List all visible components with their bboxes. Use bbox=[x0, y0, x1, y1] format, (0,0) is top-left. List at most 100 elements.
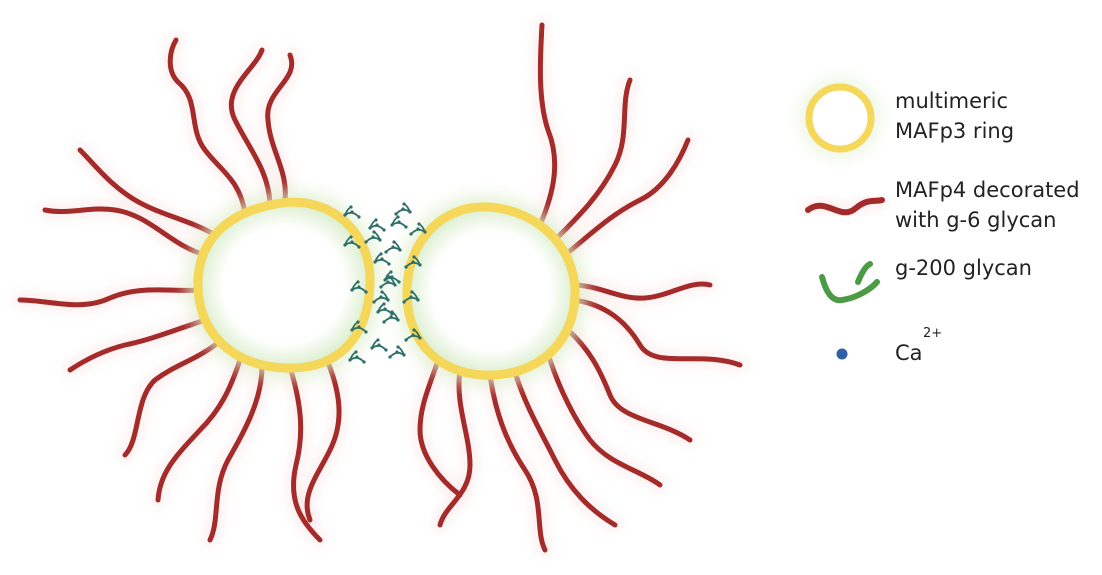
glycan-residue-dot bbox=[410, 290, 414, 294]
blue-dot-icon bbox=[836, 348, 848, 360]
legend-ring-label-line2: MAFp3 ring bbox=[895, 119, 1014, 143]
glycan-residue-dot bbox=[357, 285, 361, 289]
glycan-residue-dot bbox=[418, 263, 422, 267]
glycan-residue-dot bbox=[357, 215, 361, 219]
glycan-residue-dot bbox=[355, 355, 359, 359]
glycan-residue-dot bbox=[379, 285, 383, 289]
glycan-residue-dot bbox=[357, 325, 361, 329]
red-chain-icon bbox=[802, 194, 888, 219]
glycan-residue-dot bbox=[357, 245, 361, 249]
glycan-residue-dot bbox=[416, 227, 420, 231]
glycan-residue-dot bbox=[356, 280, 360, 284]
glycan-residue-dot bbox=[376, 310, 380, 314]
glycan-residue-dot bbox=[417, 222, 421, 226]
glycan-residue-dot bbox=[386, 298, 390, 302]
mafp4-chain bbox=[417, 352, 463, 498]
mafp4-chain bbox=[547, 357, 663, 488]
glycan-residue-dot bbox=[402, 202, 406, 206]
glycan-residue-dot bbox=[412, 255, 416, 259]
mafp4-chain bbox=[572, 297, 743, 368]
mafp4-chain bbox=[17, 287, 203, 308]
glycan-residue-dot bbox=[401, 207, 405, 211]
glycan-residue-dot bbox=[383, 278, 387, 282]
mafp4-chain bbox=[167, 37, 248, 216]
glycan-residue-dot bbox=[386, 280, 390, 284]
glycan-residue-dot bbox=[364, 290, 368, 294]
glycan-residue-dot bbox=[378, 238, 382, 242]
left-mafp3-ring bbox=[186, 191, 382, 380]
glycan-residue-dot bbox=[364, 240, 368, 244]
glycan-residue-dot bbox=[409, 232, 413, 236]
mafp4-chain bbox=[42, 206, 208, 258]
green-glycan-icon bbox=[819, 261, 880, 304]
legend-calcium-label: Ca bbox=[895, 341, 923, 365]
glycan-residue-dot bbox=[354, 350, 358, 354]
mafp4-chain-glow bbox=[119, 339, 221, 461]
glycan-residue-dot bbox=[397, 220, 401, 224]
glycan-residue-dot bbox=[389, 315, 393, 319]
glycan-residue-dot bbox=[388, 355, 392, 359]
glycan-residue-dot bbox=[356, 320, 360, 324]
glycan-residue-dot bbox=[391, 245, 395, 249]
glycan-residue-dot bbox=[412, 328, 416, 332]
right-mafp3-ring bbox=[395, 195, 587, 387]
legend-mafp4-label-line1: MAFp4 decorated bbox=[895, 178, 1080, 202]
glycan-residue-dot bbox=[398, 248, 402, 252]
mafp4-chain bbox=[304, 352, 342, 523]
glycan-residue-dot bbox=[382, 302, 386, 306]
glycan-residue-dot bbox=[390, 310, 394, 314]
glycan-residue-dot bbox=[396, 345, 400, 349]
legend-glycan-label: g-200 glycan bbox=[895, 256, 1032, 280]
glycan-residue-dot bbox=[396, 215, 400, 219]
mafp4-chain bbox=[552, 77, 633, 243]
glycan-residue-dot bbox=[416, 298, 420, 302]
glycan-residue-dot bbox=[418, 336, 422, 340]
glycan-residue-dot bbox=[368, 226, 372, 230]
glycan-residue-dot bbox=[364, 330, 368, 334]
glycan-residue-dot bbox=[387, 262, 391, 266]
glycan-residue-dot bbox=[423, 230, 427, 234]
glycan-residue-dot bbox=[384, 250, 388, 254]
right-mafp4-chains bbox=[413, 19, 746, 556]
mafp4-chain bbox=[77, 147, 218, 238]
mafp4-chain bbox=[228, 47, 273, 206]
left-mafp4-chains bbox=[14, 34, 345, 546]
glycan-residue-dot bbox=[408, 210, 412, 214]
glycan-residue-dot bbox=[404, 225, 408, 229]
glycan-residue-dot bbox=[396, 318, 400, 322]
glycan-residue-dot bbox=[376, 338, 380, 342]
glycan-residue-dot bbox=[409, 295, 413, 299]
glycan-residue-dot bbox=[343, 213, 347, 217]
mafp4-chain bbox=[287, 364, 323, 543]
glycan-residue-dot bbox=[380, 290, 384, 294]
mafp4-chain bbox=[122, 342, 218, 458]
glycan-residue-dot bbox=[350, 210, 354, 214]
glycan-residue-dot bbox=[374, 218, 378, 222]
legend-calcium-charge: 2+ bbox=[923, 326, 942, 341]
glycan-residue-dot bbox=[392, 240, 396, 244]
glycan-residue-dot bbox=[390, 223, 394, 227]
mafp4-chain bbox=[67, 317, 208, 373]
glycan-residue-dot bbox=[383, 307, 387, 311]
glycan-residue-dot bbox=[389, 270, 393, 274]
g200-glycan-bridge bbox=[343, 202, 427, 364]
mafp4-chain bbox=[265, 52, 295, 203]
glycan-residue-dot bbox=[404, 338, 408, 342]
glycan-residue-dot bbox=[349, 205, 353, 209]
glycan-residue-dot bbox=[411, 333, 415, 337]
mafp4-chain bbox=[155, 357, 243, 503]
glycan-residue-dot bbox=[372, 230, 376, 234]
glycan-residue-dot bbox=[379, 252, 383, 256]
glycan-residue-dot bbox=[382, 228, 386, 232]
mafp4-chain bbox=[437, 367, 473, 528]
glycan-residue-dot bbox=[371, 235, 375, 239]
legend-ring-label-line1: multimeric bbox=[895, 89, 1008, 113]
mafp4-chain bbox=[487, 372, 548, 553]
glycan-residue-dot bbox=[393, 283, 397, 287]
legend-mafp4-label-line2: with g-6 glycan bbox=[895, 208, 1057, 232]
glycan-residue-dot bbox=[394, 212, 398, 216]
glycan-residue-dot bbox=[362, 360, 366, 364]
glycan-residue-dot bbox=[350, 288, 354, 292]
mafp4-chain bbox=[562, 137, 691, 258]
